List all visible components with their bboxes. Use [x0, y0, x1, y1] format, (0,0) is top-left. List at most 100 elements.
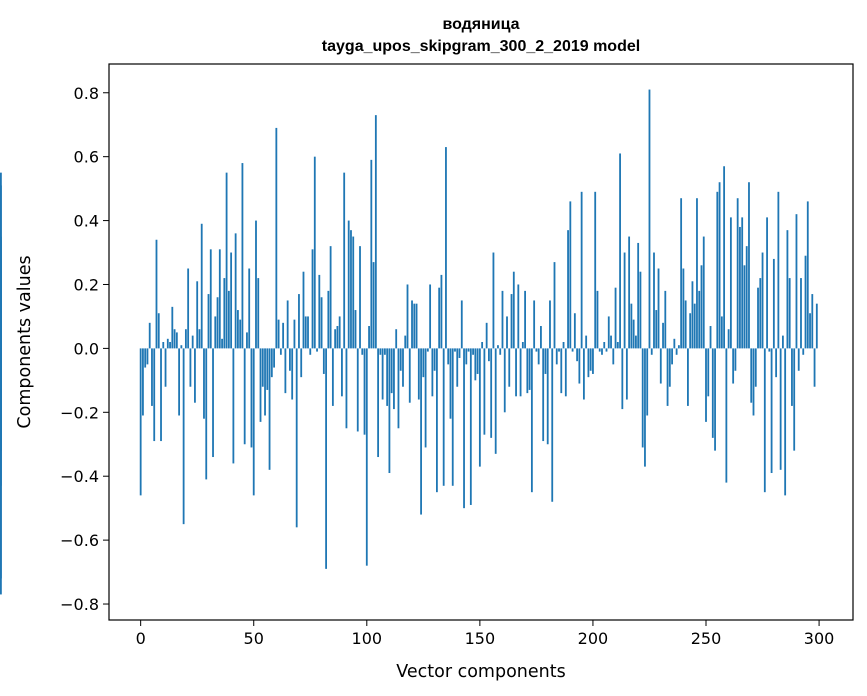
bar: [729, 217, 732, 349]
bar: [386, 348, 389, 406]
bar: [227, 290, 230, 349]
bar: [291, 348, 294, 400]
bar: [653, 252, 655, 349]
bar: [745, 246, 748, 349]
x-tick-label: 250: [691, 629, 722, 648]
bar: [492, 252, 495, 349]
bar: [512, 271, 515, 349]
bar: [707, 348, 710, 397]
bar: [519, 348, 522, 397]
bar: [424, 348, 427, 448]
bar: [549, 300, 551, 349]
bar: [469, 348, 472, 505]
bar: [0, 348, 2, 595]
bar: [720, 316, 723, 349]
bar: [682, 268, 685, 349]
bar: [610, 335, 612, 349]
bar: [564, 348, 567, 397]
bar: [533, 300, 536, 349]
bar: [325, 348, 327, 569]
bar: [589, 348, 592, 371]
bar: [614, 287, 617, 349]
x-axis-label: Vector components: [396, 662, 565, 682]
bar: [368, 326, 370, 349]
bar: [696, 198, 698, 349]
bar: [422, 348, 425, 378]
bar: [293, 319, 296, 349]
bar: [709, 326, 712, 349]
bar: [750, 348, 753, 403]
bar: [761, 252, 764, 349]
bar: [0, 185, 2, 349]
y-axis-label: Components values: [15, 255, 35, 428]
y-tick-label: −0.4: [60, 467, 99, 486]
bar: [515, 348, 517, 397]
bar: [537, 348, 540, 365]
bar: [322, 348, 325, 374]
bar: [440, 274, 443, 349]
bar: [558, 348, 560, 352]
bar: [465, 348, 468, 365]
bar: [451, 348, 454, 486]
y-tick-label: 0.2: [74, 275, 99, 294]
bar: [526, 348, 529, 394]
bar: [0, 348, 2, 390]
bar: [714, 348, 716, 451]
bar: [662, 322, 664, 349]
bar: [508, 348, 511, 387]
bar: [404, 335, 407, 349]
bar: [257, 278, 260, 349]
bar: [171, 306, 174, 349]
bar: [438, 287, 441, 349]
bar: [675, 348, 678, 355]
bar: [576, 348, 579, 362]
bar: [221, 338, 223, 349]
y-tick-label: 0.4: [74, 212, 99, 231]
bar: [153, 348, 156, 442]
bar: [354, 310, 357, 349]
bar: [334, 329, 337, 349]
x-axis-ticks: 0 50 100 150 200 250 300: [136, 620, 834, 648]
bar: [309, 348, 312, 355]
bar: [194, 348, 196, 403]
bar: [417, 348, 420, 400]
bar: [232, 348, 235, 464]
y-tick-label: −0.2: [60, 403, 99, 422]
bar: [379, 348, 382, 355]
bar: [230, 252, 233, 349]
bar: [320, 297, 323, 349]
bar: [408, 348, 411, 403]
bar: [347, 220, 350, 349]
bar: [478, 348, 481, 467]
bar: [804, 255, 807, 349]
x-tick-label: 50: [244, 629, 264, 648]
bar: [673, 338, 676, 349]
x-tick-label: 200: [578, 629, 609, 648]
bar: [535, 348, 538, 352]
bar: [641, 348, 644, 448]
bar: [266, 348, 269, 390]
bar: [702, 236, 705, 349]
bar: [169, 342, 171, 349]
bar: [218, 249, 221, 349]
y-tick-label: −0.8: [60, 595, 99, 614]
bar: [497, 345, 499, 349]
bar: [485, 322, 488, 349]
bar: [390, 348, 393, 394]
bar: [234, 233, 237, 349]
plot-frame: [108, 63, 854, 621]
bar: [402, 348, 404, 387]
bar: [300, 348, 303, 378]
bar: [395, 329, 398, 349]
bar: [488, 348, 490, 362]
bar: [555, 348, 558, 365]
bar: [506, 316, 508, 349]
bar: [426, 348, 429, 352]
bar: [289, 348, 291, 371]
bar: [359, 246, 361, 349]
bar: [474, 348, 477, 381]
bar: [677, 345, 680, 349]
bar: [175, 332, 178, 349]
bar: [644, 348, 646, 467]
